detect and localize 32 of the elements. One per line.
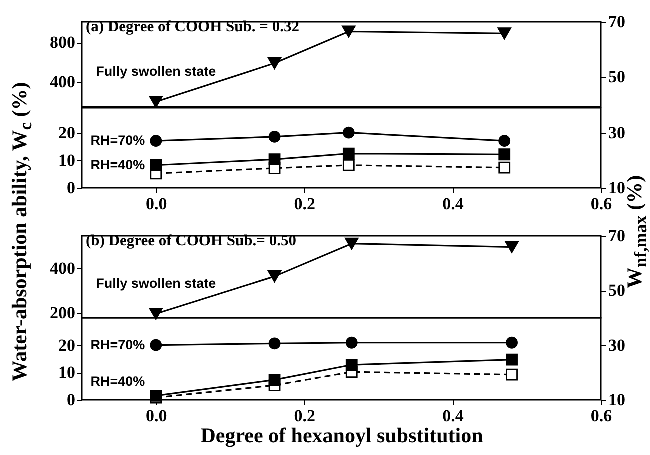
series-label: Fully swollen state (96, 64, 217, 80)
y-tick-label: 400 (50, 72, 76, 92)
x-tick-label: 0.4 (442, 406, 464, 426)
y2-tick-label: 70 (608, 12, 626, 32)
y2-tick-label: 50 (608, 281, 626, 300)
series-label: Fully swollen state (96, 276, 217, 291)
series-label: RH=40% (90, 374, 146, 389)
x-tick-label: 0.0 (146, 406, 168, 426)
x-axis-title: Degree of hexanoyl substitution (200, 424, 484, 448)
series-label: RH=70% (90, 133, 146, 148)
y-tick-label: 20 (58, 336, 76, 355)
y2-tick-label: 10 (608, 390, 626, 410)
y-tick-label: 800 (50, 33, 76, 52)
x-tick-label: 0.4 (442, 194, 464, 214)
y-tick-label: 20 (58, 123, 76, 142)
x-tick-label: 0.2 (294, 194, 316, 214)
y-tick-label: 10 (58, 150, 76, 170)
y2-tick-label: 70 (608, 226, 626, 246)
y-tick-label: 400 (50, 258, 76, 278)
series-label: RH=40% (90, 157, 146, 172)
y2-tick-label: 50 (608, 67, 626, 86)
y-tick-label: 10 (58, 363, 76, 382)
y-tick-label: 0 (67, 178, 76, 198)
y-tick-label: 0 (67, 390, 76, 410)
x-tick-label: 0.2 (294, 406, 316, 426)
y2-tick-label: 30 (608, 336, 626, 355)
x-tick-label: 0.6 (590, 194, 612, 214)
y2-tick-label: 30 (608, 123, 626, 142)
x-tick-label: 0.0 (146, 194, 168, 214)
series-label: RH=70% (90, 337, 146, 352)
x-tick-label: 0.6 (590, 406, 612, 426)
y-tick-label: 200 (50, 304, 76, 323)
